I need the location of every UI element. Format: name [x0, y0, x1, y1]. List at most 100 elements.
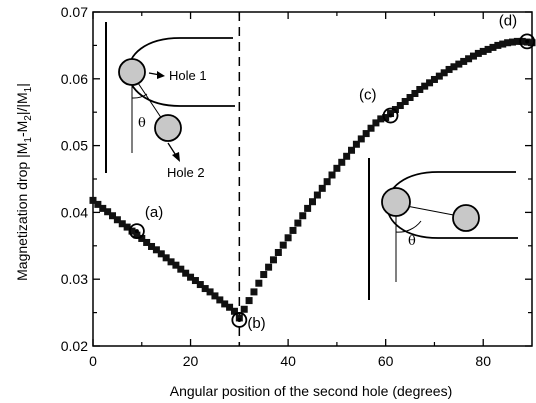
data-point: [201, 285, 209, 293]
data-point: [260, 271, 268, 279]
hole-1-arrow-head: [157, 71, 165, 79]
data-point: [387, 110, 395, 118]
data-point: [269, 256, 277, 264]
hole-2-label: Hole 2: [167, 165, 205, 180]
data-point: [333, 164, 341, 172]
data-point: [499, 40, 507, 48]
data-point: [172, 261, 180, 269]
data-point: [294, 219, 302, 227]
data-point: [279, 241, 287, 249]
data-point: [348, 146, 356, 154]
data-point: [352, 140, 360, 148]
y-tick-label: 0.02: [61, 338, 88, 354]
data-point: [450, 63, 458, 71]
data-point: [177, 265, 185, 273]
annotation-dot: [134, 229, 139, 234]
data-point: [289, 226, 297, 234]
data-point: [299, 212, 307, 220]
data-point: [309, 198, 316, 206]
data-point: [123, 223, 131, 231]
data-point: [226, 303, 234, 311]
data-point: [401, 98, 409, 106]
data-point: [113, 216, 121, 224]
data-point: [240, 305, 248, 313]
data-point: [440, 69, 448, 77]
data-point: [396, 102, 404, 110]
data-point: [323, 178, 331, 186]
data-point: [508, 38, 516, 46]
hole-1-label: Hole 1: [169, 68, 207, 83]
data-point: [143, 238, 151, 246]
y-tick-label: 0.05: [61, 138, 88, 154]
inset-right-theta: θ: [408, 234, 416, 249]
inset-right-angle-arc: [395, 220, 422, 233]
data-point: [421, 82, 429, 90]
data-point: [250, 288, 258, 296]
data-point: [465, 55, 473, 63]
inset-right-hole-1: [381, 187, 411, 217]
data-point: [182, 269, 190, 277]
y-tick-label: 0.06: [61, 71, 88, 87]
data-point: [109, 212, 117, 220]
data-point: [138, 234, 146, 242]
y-tick-label: 0.07: [61, 4, 88, 20]
data-point: [367, 124, 375, 132]
y-axis-label-sub-1: 1: [23, 137, 34, 143]
data-point: [479, 47, 487, 55]
data-point: [133, 231, 141, 239]
data-point: [255, 279, 263, 287]
inset-right: θ: [368, 158, 518, 300]
data-point: [328, 171, 336, 179]
y-axis-label-mid: -M: [14, 121, 30, 137]
data-point: [455, 60, 463, 68]
annotation-label: (c): [359, 87, 377, 104]
data-point: [338, 158, 346, 166]
data-point: [406, 94, 414, 102]
data-point: [357, 135, 365, 143]
data-point: [99, 204, 107, 212]
data-point: [518, 37, 526, 45]
hole-2-arrow-head: [172, 152, 180, 162]
data-point: [411, 89, 419, 97]
annotation-circle: [519, 33, 536, 50]
annotation-label: (d): [499, 12, 517, 29]
data-point: [513, 37, 521, 45]
annotation-circle: [382, 107, 399, 124]
annotation-circle: [231, 312, 248, 328]
data-point: [504, 39, 512, 47]
data-point: [460, 57, 468, 65]
data-point: [343, 152, 351, 160]
data-point: [245, 297, 253, 305]
data-point: [104, 208, 112, 216]
inset-left-hole-2: [154, 114, 182, 142]
data-point: [469, 52, 477, 60]
y-tick-label: 0.03: [61, 271, 88, 287]
data-point: [435, 72, 443, 80]
data-point: [284, 234, 292, 242]
plot-area: 0 20 40 60 80 0.02 0.03 0.04 0.05 0.06 0.07 (a) (b) (…: [61, 4, 536, 369]
data-point: [382, 114, 390, 122]
data-point: [128, 227, 136, 235]
annotation-dot: [237, 317, 242, 322]
inset-left-hole-1: [118, 58, 146, 86]
y-axis-label-mid-2: |/|M: [14, 92, 30, 115]
data-point: [489, 43, 497, 51]
y-axis-label-end: |: [14, 83, 30, 87]
annotation-label: (b): [247, 315, 265, 332]
x-tick-label: 80: [475, 353, 491, 369]
data-point: [494, 41, 502, 49]
data-point: [211, 292, 219, 300]
data-point: [118, 220, 126, 228]
data-point: [445, 65, 453, 73]
data-point: [89, 196, 97, 204]
data-point: [372, 119, 380, 127]
annotation-dot: [525, 39, 530, 44]
data-point: [304, 204, 312, 212]
data-point: [191, 277, 199, 285]
data-point: [157, 250, 165, 258]
data-point: [196, 281, 204, 289]
annotation-dot: [388, 113, 393, 118]
data-point: [377, 115, 385, 123]
data-point: [148, 242, 156, 250]
x-tick-label: 0: [89, 353, 97, 369]
